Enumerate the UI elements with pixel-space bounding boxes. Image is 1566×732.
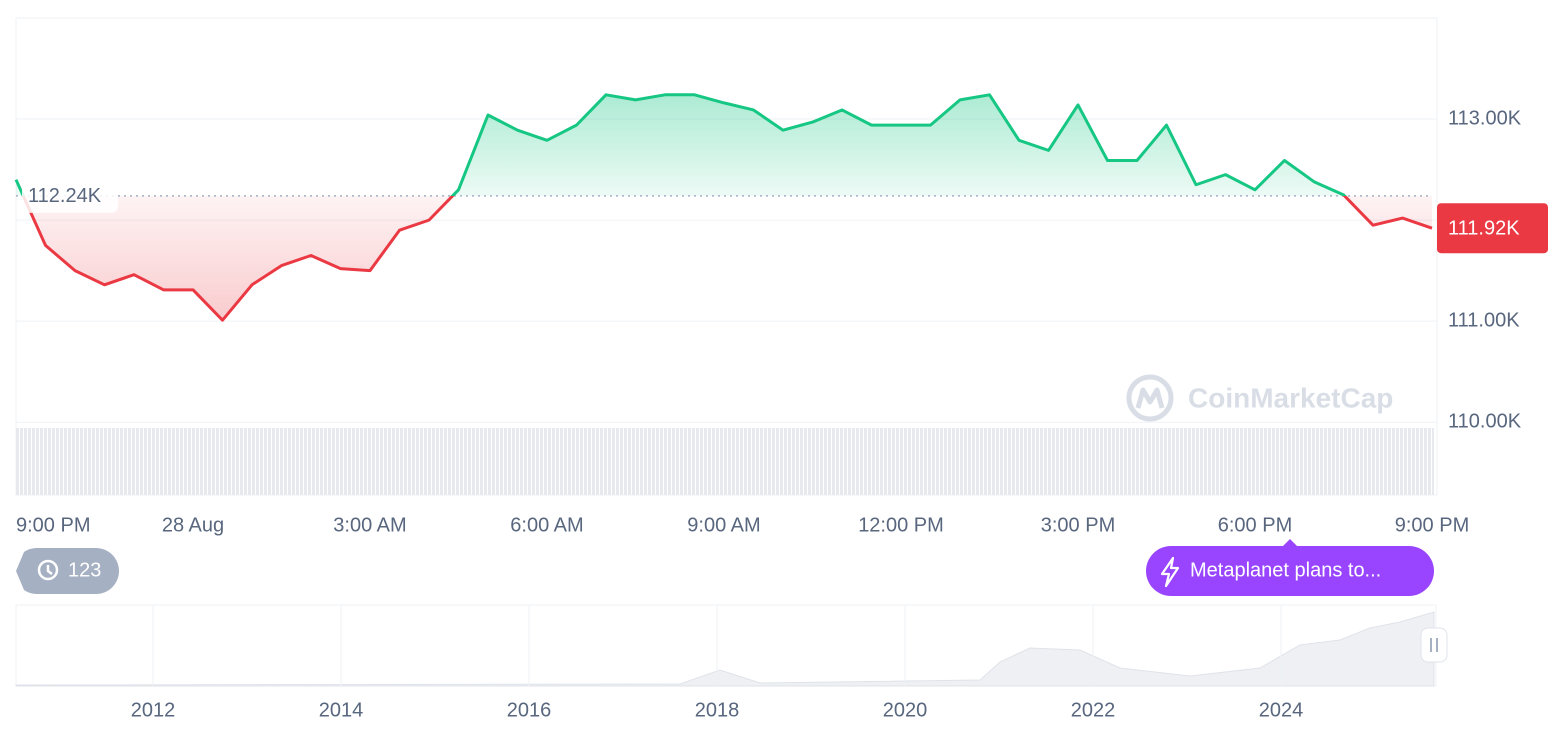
navigator-tick-label: 2018 <box>695 699 740 721</box>
navigator-tick-label: 2024 <box>1259 699 1304 721</box>
navigator-tick-label: 2020 <box>883 699 928 721</box>
x-tick-label: 3:00 PM <box>1041 514 1115 536</box>
history-count: 123 <box>68 559 101 581</box>
baseline-label-bg <box>22 178 118 213</box>
navigator-tick-label: 2016 <box>507 699 552 721</box>
y-tick-label: 111.00K <box>1448 309 1520 331</box>
x-tick-label: 9:00 PM <box>1395 514 1469 536</box>
area <box>16 94 1432 321</box>
navigator-tick-label: 2022 <box>1071 699 1116 721</box>
x-tick-label: 3:00 AM <box>333 514 406 536</box>
x-tick-label: 9:00 AM <box>687 514 760 536</box>
navigator-tick-label: 2012 <box>131 699 176 721</box>
news-pill[interactable]: Metaplanet plans to... <box>1146 539 1434 596</box>
baseline-label: 112.24K <box>28 185 102 207</box>
price-line <box>14 93 1433 322</box>
x-tick-label: 6:00 PM <box>1218 514 1292 536</box>
news-text: Metaplanet plans to... <box>1190 559 1381 581</box>
watermark-text: CoinMarketCap <box>1188 382 1393 413</box>
x-tick-label: 6:00 AM <box>510 514 583 536</box>
x-tick-label: 12:00 PM <box>858 514 944 536</box>
y-tick-label: 113.00K <box>1448 107 1522 129</box>
y-tick-label: 110.00K <box>1448 411 1522 433</box>
x-tick-label: 28 Aug <box>162 514 224 536</box>
x-tick-label: 9:00 PM <box>16 514 90 536</box>
history-badge[interactable]: 123 <box>16 548 119 594</box>
last-price-box <box>1437 203 1548 254</box>
navigator[interactable] <box>15 604 1448 687</box>
watermark: CoinMarketCap <box>1126 374 1393 422</box>
last-price-label: 111.92K <box>1448 217 1520 239</box>
volume-bars <box>16 428 1434 495</box>
navigator-tick-label: 2014 <box>319 699 364 721</box>
